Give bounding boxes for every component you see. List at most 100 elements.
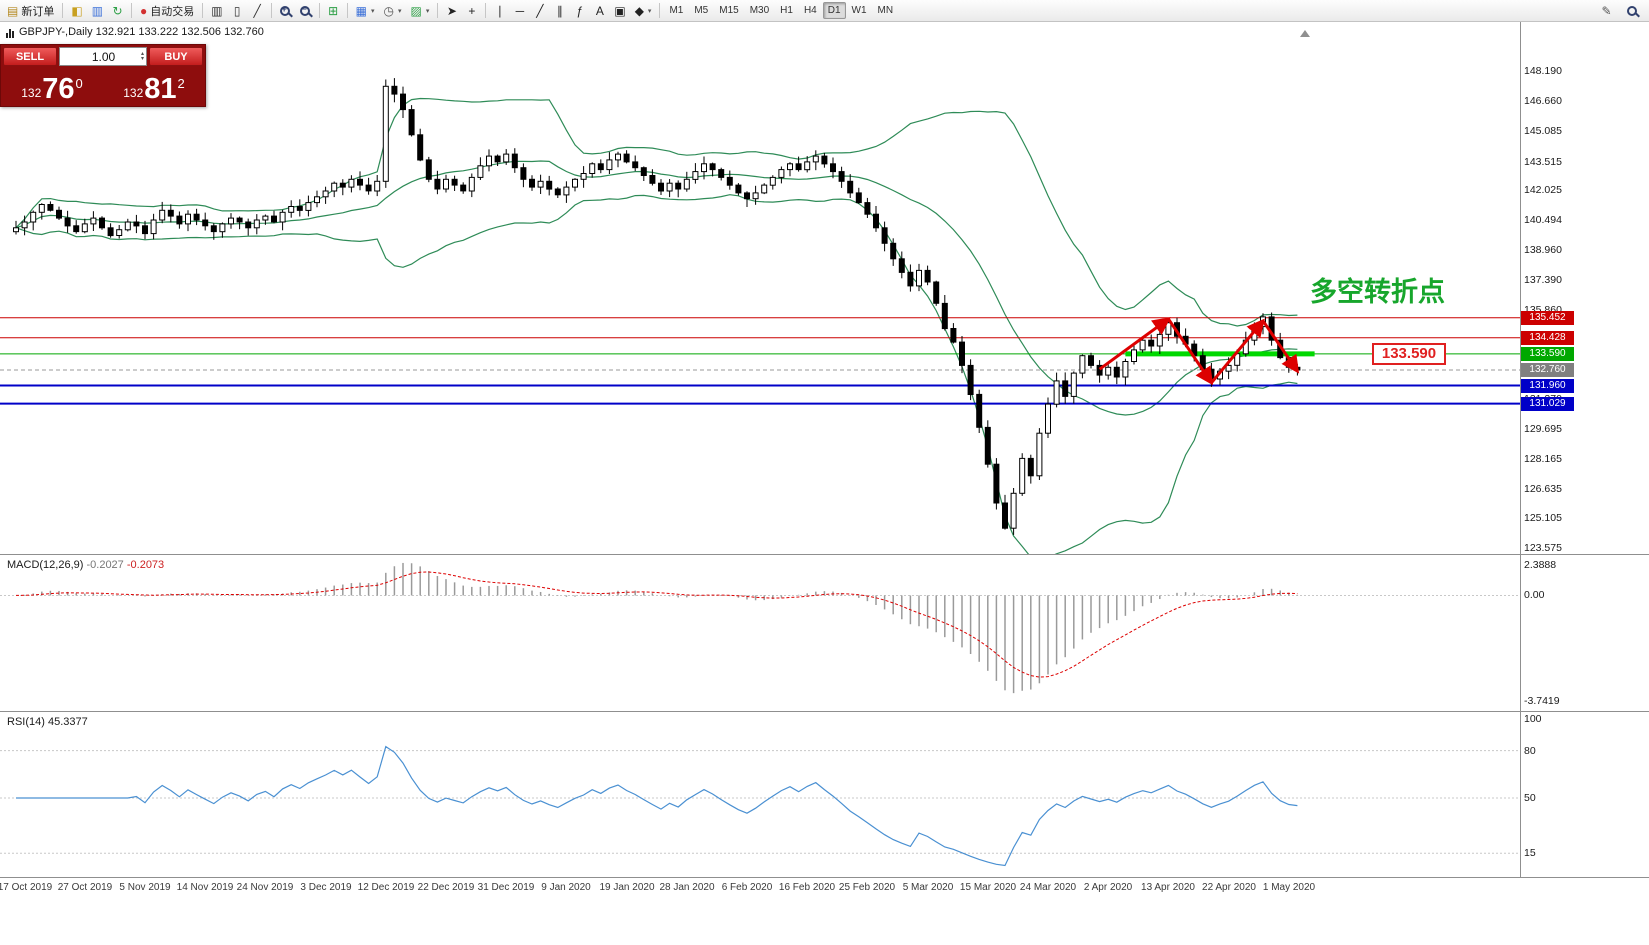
trendline-button[interactable]: ╱ — [530, 1, 549, 20]
spinner-down-icon[interactable]: ▾ — [140, 55, 144, 62]
rsi-panel-canvas[interactable] — [0, 712, 1649, 877]
panel-splitter-rsi[interactable] — [0, 711, 1649, 712]
channel-button[interactable]: ∥ — [550, 1, 569, 20]
trend-arrow[interactable] — [1261, 319, 1300, 374]
toolbar-separator — [659, 3, 661, 18]
search-button-icon — [1626, 5, 1637, 16]
date-axis-label: 2 Apr 2020 — [1083, 882, 1133, 893]
timeframe-button-m30[interactable]: M30 — [749, 5, 770, 16]
buy-price-sup: 2 — [177, 76, 185, 91]
text-button[interactable]: A — [590, 1, 609, 20]
date-axis-label: 1 May 2020 — [1262, 882, 1316, 893]
candlestick-chart-button[interactable]: ▯ — [228, 1, 247, 20]
refresh-button[interactable]: ↻ — [108, 1, 127, 20]
toolbar-right-group: ✎ — [1597, 1, 1646, 20]
search-button[interactable] — [1622, 1, 1641, 20]
date-axis-label: 9 Jan 2020 — [541, 882, 591, 893]
candlestick-chart-button-icon: ▯ — [233, 3, 241, 18]
cursor-button[interactable]: ➤ — [442, 1, 461, 20]
bar-chart-button-icon: ▥ — [211, 3, 223, 18]
buy-price-prefix: 132 — [123, 86, 144, 100]
main-chart-canvas[interactable] — [0, 22, 1649, 554]
volume-spinner[interactable]: ▴ ▾ — [140, 50, 144, 62]
period-button[interactable]: ◷ ▾ — [379, 1, 405, 20]
chart-style-button[interactable]: ◧ — [67, 1, 86, 20]
macd-name: MACD(12,26,9) — [7, 559, 84, 571]
trend-arrow[interactable] — [1210, 318, 1265, 384]
macd-histogram — [23, 562, 1299, 694]
chevron-down-icon[interactable]: ▾ — [647, 7, 652, 15]
buy-price-big: 81 — [144, 73, 177, 105]
price-axis-separator — [1520, 22, 1521, 878]
sell-price[interactable]: 132 76 0 — [1, 68, 103, 106]
arrows-button[interactable]: ▣ — [610, 1, 629, 20]
date-axis-label: 14 Nov 2019 — [176, 882, 234, 893]
autotrading-button[interactable]: ● 自动交易 — [136, 1, 198, 20]
date-axis-label: 19 Jan 2020 — [599, 882, 655, 893]
vertical-line-button-icon: ∣ — [496, 3, 503, 18]
sell-button[interactable]: SELL — [3, 47, 57, 66]
chevron-down-icon[interactable]: ▾ — [425, 7, 430, 15]
zoom-out-button-icon: − — [300, 4, 311, 16]
toolbar-separator — [437, 3, 439, 18]
volume-value: 1.00 — [91, 49, 116, 64]
candles-group — [13, 78, 1301, 535]
grid-button[interactable]: ⊞ — [324, 1, 343, 20]
trend-arrow[interactable] — [1098, 317, 1171, 371]
date-axis-label: 28 Jan 2020 — [659, 882, 715, 893]
toolbar-separator — [131, 3, 133, 18]
main-toolbar: ▤ 新订单 ◧ ▥ ↻ ● 自动交易 ▥ ▯ ╱ + − ⊞ ▦ ▾ ◷ ▾ ▨ ▾ ➤ + ∣ ─ ╱ ∥ ƒ A ▣ ◆ ▾ M1 M5 M… — [0, 0, 1649, 22]
chevron-down-icon[interactable]: ▾ — [370, 7, 375, 15]
horizontal-line-button-icon: ─ — [515, 3, 525, 18]
macd-panel-canvas[interactable] — [0, 555, 1649, 711]
panel-splitter-macd[interactable] — [0, 554, 1649, 555]
sell-price-big: 76 — [42, 73, 75, 105]
crosshair-button[interactable]: + — [462, 1, 481, 20]
buy-button[interactable]: BUY — [149, 47, 203, 66]
date-axis-label: 5 Nov 2019 — [119, 882, 171, 893]
bollinger-lower-band — [15, 194, 1298, 554]
zoom-out-button[interactable]: − — [296, 1, 315, 20]
autotrading-button-icon: ● — [140, 3, 148, 18]
buy-price[interactable]: 132 81 2 — [103, 68, 205, 106]
spinner-up-icon[interactable]: ▴ — [140, 50, 144, 57]
date-axis-label: 24 Mar 2020 — [1019, 882, 1077, 893]
timeframe-button-w1[interactable]: W1 — [851, 5, 867, 16]
bollinger-middle-band — [15, 160, 1298, 416]
panel-splitter-dates — [0, 877, 1649, 878]
chart-title-text: GBPJPY-,Daily 132.921 133.222 132.506 13… — [19, 26, 264, 38]
chart-style-button-icon: ◧ — [71, 3, 83, 18]
new-order-button[interactable]: ▤ 新订单 — [3, 1, 58, 20]
chevron-down-icon[interactable]: ▾ — [397, 7, 402, 15]
template-button[interactable]: ▨ ▾ — [406, 1, 433, 20]
bar-chart-button[interactable]: ▥ — [207, 1, 226, 20]
profiles-button[interactable]: ▥ — [88, 1, 107, 20]
timeframe-button-h4[interactable]: H4 — [803, 5, 817, 16]
sell-price-prefix: 132 — [21, 86, 42, 100]
timeframe-button-m5[interactable]: M5 — [694, 5, 709, 16]
shapes-button[interactable]: ◆ ▾ — [631, 1, 656, 20]
timeframe-button-d1[interactable]: D1 — [822, 2, 846, 19]
new-order-button-icon: ▤ — [7, 3, 19, 18]
edit-button[interactable]: ✎ — [1597, 1, 1616, 20]
trend-arrow[interactable] — [1167, 318, 1214, 386]
tile-windows-button[interactable]: ▦ ▾ — [352, 1, 379, 20]
macd-signal-line — [15, 571, 1298, 678]
line-chart-button[interactable]: ╱ — [248, 1, 267, 20]
volume-input[interactable]: 1.00 ▴ ▾ — [59, 47, 147, 66]
timeframe-button-m1[interactable]: M1 — [669, 5, 684, 16]
rsi-value: 45.3377 — [47, 716, 88, 728]
timeframe-button-m15[interactable]: M15 — [719, 5, 739, 16]
profiles-button-icon: ▥ — [91, 3, 104, 18]
timeframe-button-mn[interactable]: MN — [877, 5, 894, 16]
timeframe-button-h1[interactable]: H1 — [780, 5, 793, 16]
vertical-line-button[interactable]: ∣ — [490, 1, 509, 20]
zoom-in-button[interactable]: + — [276, 1, 295, 20]
period-button-icon: ◷ — [383, 3, 394, 18]
horizontal-line-button[interactable]: ─ — [510, 1, 529, 20]
line-chart-button-icon: ╱ — [253, 3, 261, 18]
fibonacci-button[interactable]: ƒ — [570, 1, 589, 20]
chart-icon — [6, 29, 15, 38]
scroll-to-end-marker[interactable] — [1300, 30, 1310, 37]
date-axis-label: 12 Dec 2019 — [357, 882, 415, 893]
